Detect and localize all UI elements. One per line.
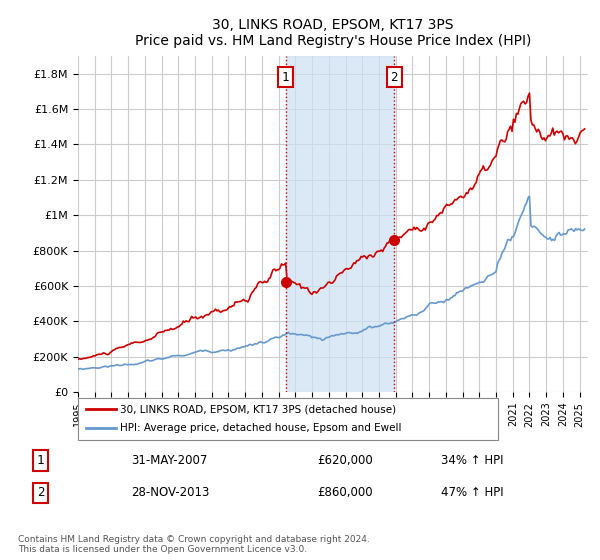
Bar — [286, 56, 394, 392]
Text: £620,000: £620,000 — [317, 454, 373, 467]
Text: 31-MAY-2007: 31-MAY-2007 — [131, 454, 207, 467]
Text: 2: 2 — [391, 71, 398, 84]
FancyBboxPatch shape — [78, 398, 498, 440]
Text: 30, LINKS ROAD, EPSOM, KT17 3PS (detached house): 30, LINKS ROAD, EPSOM, KT17 3PS (detache… — [120, 404, 396, 414]
Text: HPI: Average price, detached house, Epsom and Ewell: HPI: Average price, detached house, Epso… — [120, 423, 401, 433]
Text: Contains HM Land Registry data © Crown copyright and database right 2024.
This d: Contains HM Land Registry data © Crown c… — [18, 535, 370, 554]
Text: £860,000: £860,000 — [317, 486, 373, 500]
Title: 30, LINKS ROAD, EPSOM, KT17 3PS
Price paid vs. HM Land Registry's House Price In: 30, LINKS ROAD, EPSOM, KT17 3PS Price pa… — [135, 18, 531, 48]
Text: 2: 2 — [37, 486, 44, 500]
Text: 1: 1 — [282, 71, 289, 84]
Text: 28-NOV-2013: 28-NOV-2013 — [131, 486, 209, 500]
Text: 34% ↑ HPI: 34% ↑ HPI — [441, 454, 503, 467]
Text: 47% ↑ HPI: 47% ↑ HPI — [441, 486, 503, 500]
Text: 1: 1 — [37, 454, 44, 467]
